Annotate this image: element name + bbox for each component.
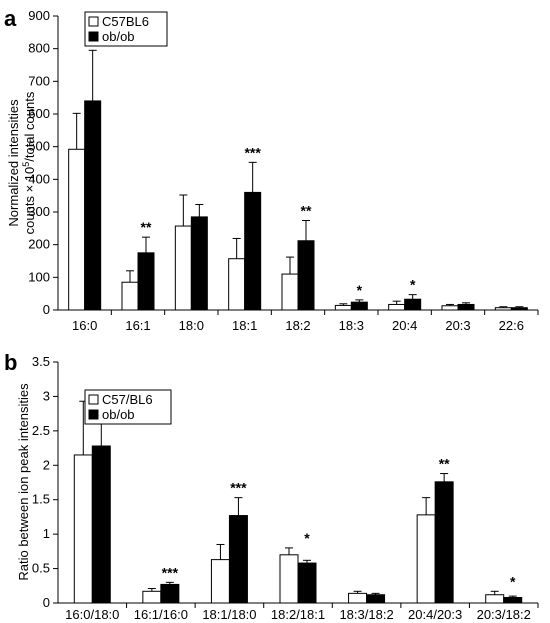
x-tick-label: 18:1 bbox=[232, 318, 257, 333]
y-tick-label: 400 bbox=[28, 171, 50, 186]
y-tick-label: 500 bbox=[28, 139, 50, 154]
bar-obob bbox=[137, 252, 155, 311]
legend-swatch bbox=[88, 394, 99, 405]
x-tick-label: 18:0 bbox=[179, 318, 204, 333]
y-tick-label: 1 bbox=[43, 526, 50, 541]
x-tick-label: 18:2/18:1 bbox=[271, 607, 325, 622]
x-tick-label: 20:3/18:2 bbox=[477, 607, 531, 622]
y-tick-label: 100 bbox=[28, 269, 50, 284]
x-tick-label: 20:3 bbox=[445, 318, 470, 333]
bar-obob bbox=[160, 583, 180, 604]
bar-control bbox=[121, 281, 139, 311]
bar-obob bbox=[228, 515, 248, 604]
bar-control bbox=[388, 303, 406, 311]
significance-marker: * bbox=[304, 530, 310, 546]
significance-marker: * bbox=[410, 277, 416, 293]
x-tick-label: 20:4/20:3 bbox=[408, 607, 462, 622]
bar-control bbox=[279, 554, 299, 604]
y-axis-label-line2: counts × 105/total counts bbox=[21, 91, 37, 234]
bar-control bbox=[228, 258, 246, 311]
bar-obob bbox=[350, 301, 368, 311]
y-tick-label: 0 bbox=[43, 302, 50, 317]
legend-box bbox=[84, 389, 172, 425]
bar-control bbox=[142, 590, 162, 604]
bar-obob bbox=[434, 481, 454, 604]
legend-swatch bbox=[88, 31, 99, 42]
bar-obob bbox=[84, 100, 102, 311]
significance-marker: *** bbox=[230, 480, 247, 496]
bar-obob bbox=[366, 594, 386, 604]
bar-control bbox=[441, 305, 459, 311]
y-axis-label: Ratio between ion peak intensities bbox=[16, 383, 31, 581]
x-tick-label: 18:2 bbox=[285, 318, 310, 333]
y-tick-label: 800 bbox=[28, 41, 50, 56]
x-tick-label: 16:0/18:0 bbox=[65, 607, 119, 622]
legend-label: ob/ob bbox=[102, 29, 135, 44]
significance-marker: ** bbox=[439, 456, 450, 472]
x-tick-label: 18:3/18:2 bbox=[339, 607, 393, 622]
y-tick-label: 3.5 bbox=[32, 354, 50, 369]
bar-obob bbox=[244, 191, 262, 311]
bar-obob bbox=[510, 307, 528, 311]
panel-letter: a bbox=[4, 6, 17, 31]
bar-control bbox=[281, 273, 299, 311]
y-tick-label: 300 bbox=[28, 204, 50, 219]
x-tick-label: 18:3 bbox=[339, 318, 364, 333]
bar-control bbox=[210, 559, 230, 604]
y-axis-label-text: Ratio between ion peak intensities bbox=[16, 383, 31, 581]
x-tick-label: 22:6 bbox=[499, 318, 524, 333]
x-tick-label: 16:1 bbox=[125, 318, 150, 333]
legend-label: C57BL6 bbox=[102, 14, 149, 29]
y-tick-label: 2.5 bbox=[32, 423, 50, 438]
x-tick-label: 18:1/18:0 bbox=[202, 607, 256, 622]
bar-obob bbox=[91, 445, 111, 604]
legend-swatch bbox=[88, 409, 99, 420]
bar-obob bbox=[190, 216, 208, 311]
bar-obob bbox=[297, 240, 315, 311]
bar-control bbox=[416, 514, 436, 604]
legend-box bbox=[84, 11, 168, 47]
legend-label: ob/ob bbox=[102, 407, 135, 422]
y-tick-label: 600 bbox=[28, 106, 50, 121]
significance-marker: *** bbox=[244, 144, 261, 160]
bar-control bbox=[485, 594, 505, 604]
significance-marker: * bbox=[510, 573, 516, 589]
panel-letter: b bbox=[4, 350, 17, 375]
significance-marker: *** bbox=[162, 564, 179, 580]
y-tick-label: 2 bbox=[43, 457, 50, 472]
legend-swatch bbox=[88, 16, 99, 27]
bar-obob bbox=[457, 303, 475, 311]
y-tick-label: 3 bbox=[43, 388, 50, 403]
bar-obob bbox=[404, 298, 422, 311]
y-tick-label: 200 bbox=[28, 237, 50, 252]
significance-marker: ** bbox=[141, 219, 152, 235]
y-tick-label: 0.5 bbox=[32, 561, 50, 576]
bar-control bbox=[348, 592, 368, 604]
bar-obob bbox=[503, 596, 523, 604]
bar-control bbox=[174, 225, 192, 311]
legend-label: C57/BL6 bbox=[102, 392, 153, 407]
significance-marker: * bbox=[357, 282, 363, 298]
bar-control bbox=[494, 307, 512, 311]
bar-obob bbox=[297, 562, 317, 604]
y-tick-label: 700 bbox=[28, 73, 50, 88]
x-tick-label: 16:1/16:0 bbox=[134, 607, 188, 622]
bar-control bbox=[68, 148, 86, 311]
y-tick-label: 900 bbox=[28, 8, 50, 23]
chart-panel-b: b00.511.522.533.516:0/18:0 16:1/16:0***18… bbox=[4, 350, 539, 622]
bar-control bbox=[334, 304, 352, 311]
y-tick-label: 0 bbox=[43, 595, 50, 610]
y-axis-label-line1: Normalized intensities bbox=[6, 99, 21, 227]
y-axis-label: Normalized intensities counts × 105/total… bbox=[6, 91, 37, 234]
x-tick-label: 16:0 bbox=[72, 318, 97, 333]
y-tick-label: 1.5 bbox=[32, 492, 50, 507]
x-tick-label: 20:4 bbox=[392, 318, 417, 333]
bar-control bbox=[73, 454, 93, 604]
significance-marker: ** bbox=[301, 202, 312, 218]
